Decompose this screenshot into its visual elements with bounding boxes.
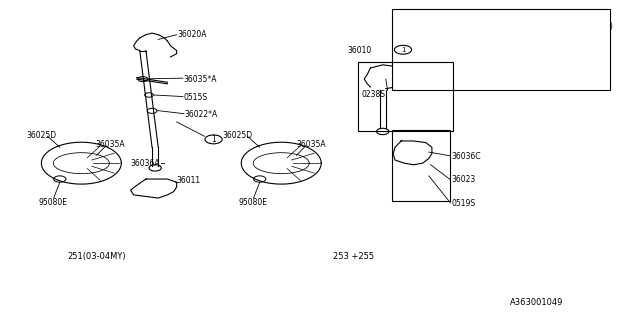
Text: 36035A: 36035A [95,140,125,149]
Text: 36036A: 36036A [131,159,160,168]
Text: 95080E: 95080E [238,198,267,207]
Text: 36025D: 36025D [26,131,56,140]
Text: 0519S: 0519S [452,199,476,208]
Text: (                -03MY0301): ( -03MY0301) [489,22,614,31]
Text: 36022*A: 36022*A [185,110,218,119]
Text: 0100S: 0100S [446,22,469,31]
Text: M000267: M000267 [446,49,479,58]
Text: 36023: 36023 [452,175,476,185]
Text: 251(03-04MY): 251(03-04MY) [67,252,126,261]
Text: 1: 1 [401,47,405,53]
Text: 36011: 36011 [177,176,201,185]
Bar [358,62,453,132]
Text: 253 +255: 253 +255 [333,252,374,261]
Text: 36036C: 36036C [452,152,481,161]
Text: 0515S: 0515S [184,93,207,102]
Text: 36035*A: 36035*A [184,75,217,84]
Text: 95080E: 95080E [38,198,67,207]
Text: 0238S: 0238S [361,91,385,100]
Bar [392,9,611,90]
Text: 36010: 36010 [348,46,371,55]
Text: (05MY0501-               ): (05MY0501- ) [489,76,609,85]
Text: (03MY0302-05MY0412): (03MY0302-05MY0412) [489,49,577,58]
Text: 36035A: 36035A [296,140,326,149]
Text: A363001049: A363001049 [510,298,563,307]
Text: 36025D: 36025D [223,131,253,140]
Text: 36020A: 36020A [177,30,207,39]
Text: 0100S: 0100S [446,76,469,85]
Text: 1: 1 [211,135,216,144]
Bar [392,130,451,201]
